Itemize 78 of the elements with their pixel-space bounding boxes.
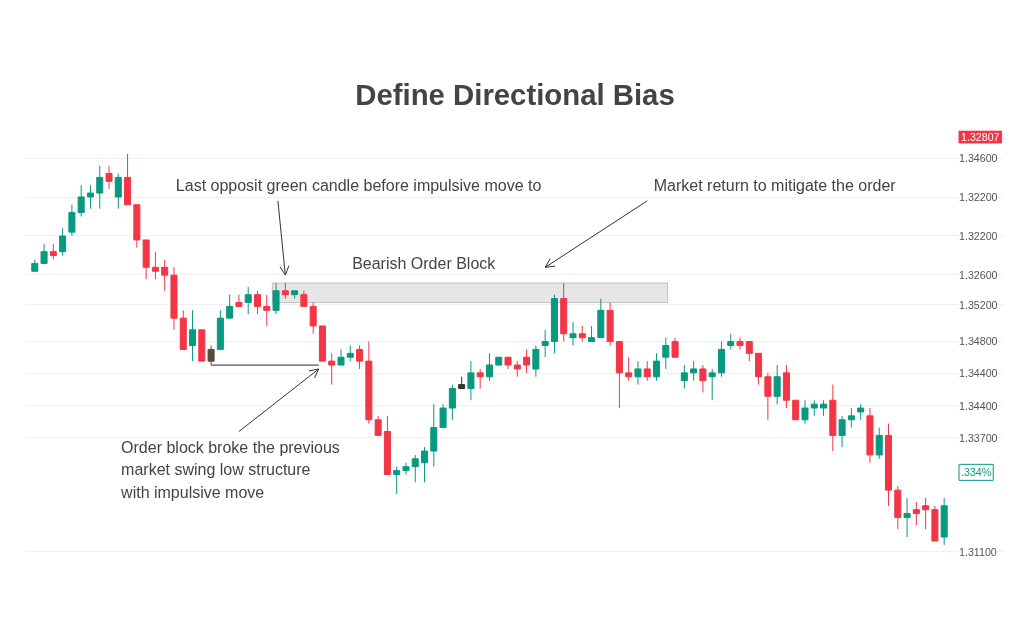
candlestick [541,329,549,358]
candlestick [96,165,104,210]
candlestick [393,466,401,495]
band-label: Bearish Order Block [352,254,497,272]
candlestick [253,290,262,315]
text: 1.31100 [959,545,997,558]
candlestick [699,364,707,393]
candlestick [838,415,846,448]
candlestick [764,372,772,421]
candlestick [922,497,930,530]
text: 1.32600 [959,268,998,281]
candlestick [77,184,85,217]
candlestick [309,302,317,335]
candlestick [717,341,725,378]
candlestick [68,204,76,237]
chart-title: Define Directional Bias [355,77,675,111]
candlestick [189,309,197,362]
annotation: Market return to mitigate the order [653,176,897,194]
text: 1.33700 [959,431,998,444]
candlestick [467,360,475,401]
candlestick [653,352,661,382]
candlestick [736,337,744,350]
candlestick [708,368,716,401]
candlestick [40,243,48,264]
candlestick [523,348,531,374]
candlestick [356,345,364,370]
candlestick [151,251,159,280]
candlestick [448,384,456,421]
candlestick [161,259,169,292]
candlestick [374,415,382,436]
candlestick [272,282,280,315]
candlestick [912,501,920,526]
candlestick [680,364,688,389]
annotation: Last opposit green candle before impulsive move to [175,176,542,194]
candlestick [235,294,243,307]
candlestick [643,360,651,382]
candlestick [662,337,670,370]
candlestick [671,337,679,358]
candlestick [337,348,345,366]
text: 1.32807 [961,130,1000,143]
candlestick [263,294,271,327]
candlestick [421,446,429,483]
candlestick [226,294,234,319]
candlestick [402,462,410,475]
candlestick [476,368,484,389]
candlestick [244,286,252,315]
candlestick [485,352,493,382]
candlestick [114,173,122,210]
candlestick [755,352,763,386]
candlestick [847,407,855,429]
candlestick [875,427,883,460]
text: 1.32200 [959,229,998,242]
candlestick [439,403,447,429]
candlestick [690,360,698,382]
candlestick [59,227,67,257]
text: 1.34400 [959,399,998,412]
candlestick [634,360,642,386]
text: 1.34400 [959,367,998,380]
candlestick [625,356,633,382]
candlestick [430,403,438,468]
text: 1.32200 [959,191,998,204]
candlestick [745,341,753,362]
candlestick [792,399,800,421]
candlestick [773,364,781,405]
candlestick [801,399,809,425]
candlestick [569,321,577,346]
text: 1.35200 [959,298,998,311]
candlestick [328,352,336,386]
annotation: Order block broke the previous market swing low structure with impulsive move [120,439,340,501]
text: 1.34800 [959,335,998,348]
text: .334% [961,466,992,479]
candlestick [411,454,419,483]
candlestick [86,184,94,210]
text: 1.34600 [959,152,998,165]
candlestick [532,345,540,378]
candlestick [105,165,113,190]
candlestick [207,345,215,366]
candlestick [903,497,911,538]
